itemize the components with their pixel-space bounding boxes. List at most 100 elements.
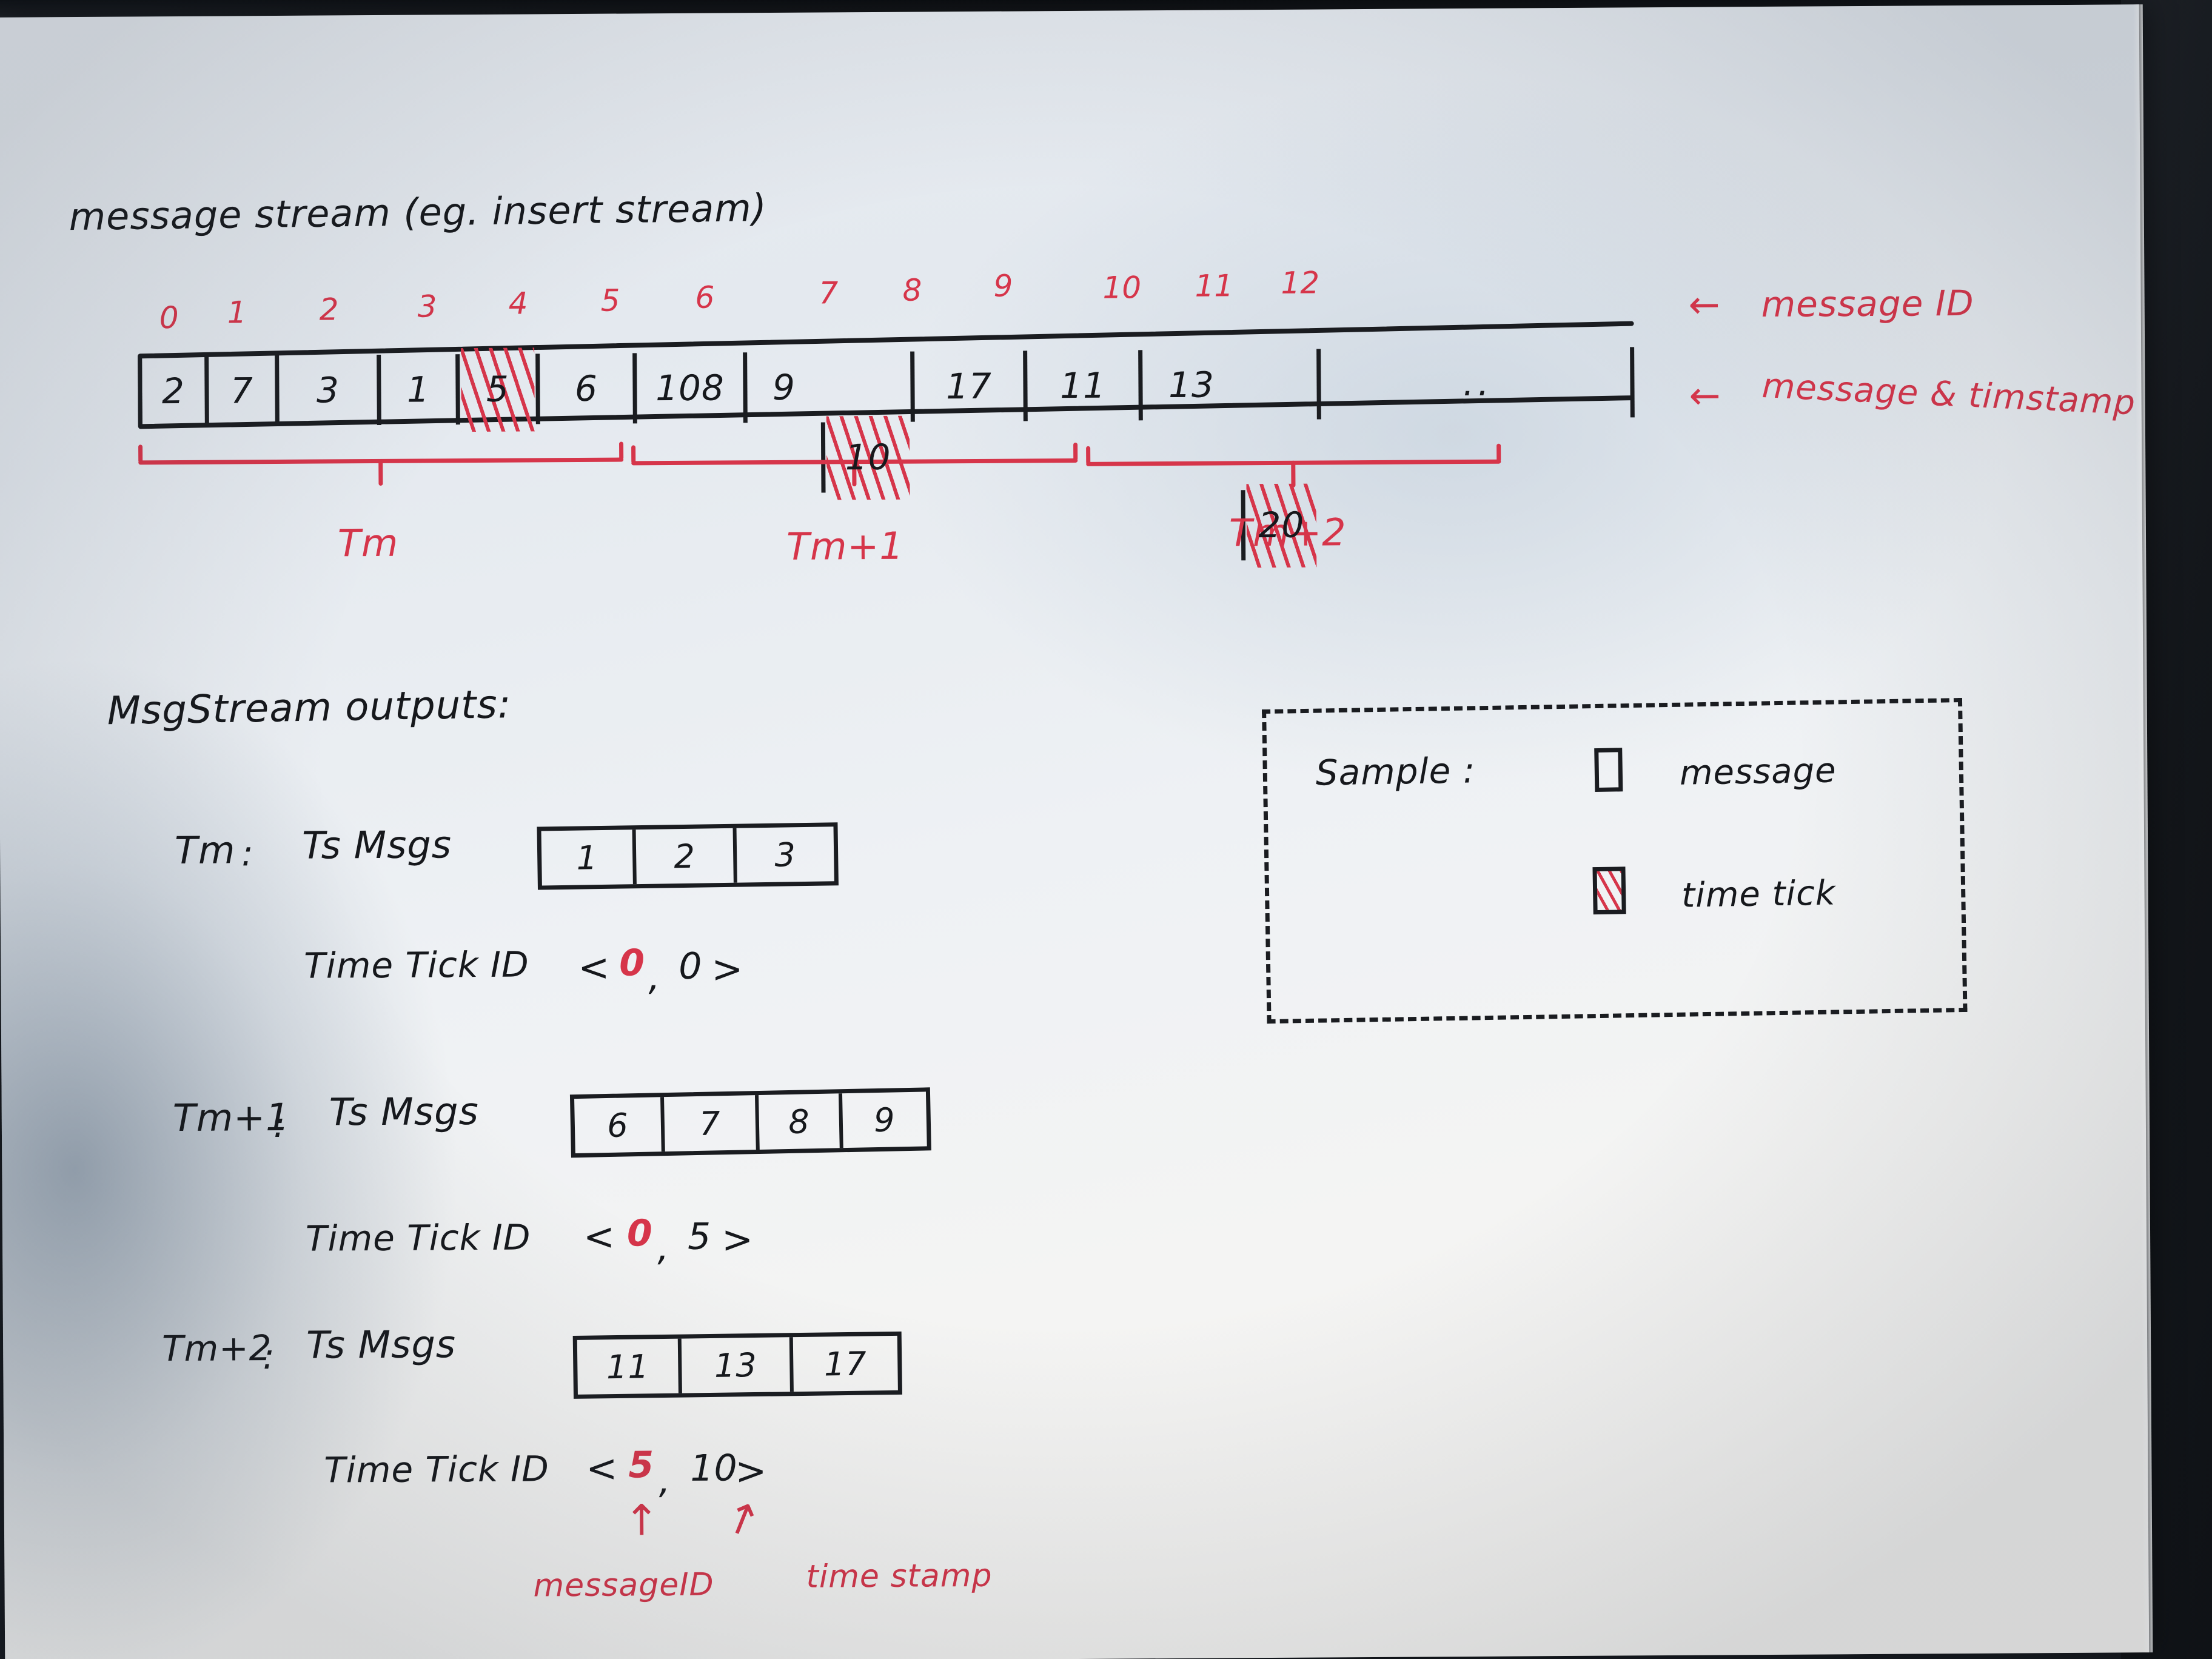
output-group-tm2-tick-id: 5 [628,1444,655,1487]
stream-cell-7: 9 [743,352,821,423]
message-timestamp-annotation: message & timstamp [1761,366,2137,423]
brace-tm2 [1086,443,1501,490]
stream-cell-6: 108 [632,352,743,424]
stream-cell-0: 2 [138,355,205,427]
output-tm2-msg-2: 17 [823,1344,868,1384]
output-tm-msg-cell-2: 3 [732,826,834,883]
output-group-tm1-tick-id: 0 [626,1212,653,1255]
output-group-tm-tick-close: > [711,947,744,991]
message-stream: 0 1 2 3 4 5 6 7 8 9 10 11 12 2 7 3 1 5 6… [138,265,1635,561]
message-swatch-icon [1594,748,1623,793]
stream-cell-9-value: 17 [945,365,993,407]
stream-index-2: 2 [319,292,339,327]
stream-cell-10: 11 [1023,350,1139,421]
output-group-tm1-name: Tm+1 [172,1094,290,1141]
legend-item-timetick-label: time tick [1681,873,1836,916]
messageid-callout-arrow-icon: ↑ [623,1495,660,1546]
stream-index-9: 9 [993,268,1013,304]
brace-tm2-right-tip [1496,443,1501,462]
output-tm1-msg-0: 6 [606,1105,629,1145]
output-group-tm2-msgs-box: 11 13 17 [572,1331,902,1399]
output-tm-msg-1: 2 [674,837,696,876]
output-group-tm-tick-open: < [578,945,611,990]
stream-index-7: 7 [819,275,839,311]
outputs-heading: MsgStream outputs: [107,682,512,734]
stream-cell-2-value: 3 [316,369,340,411]
output-group-tm2-tick-open: < [586,1446,618,1490]
output-group-tm-tick-ts: 0 [679,945,703,988]
output-group-tm-msgs-label: Ts Msgs [301,822,452,868]
output-tm-msg-cell-0: 1 [541,830,633,885]
message-id-annotation: message ID [1761,282,1974,326]
stream-cell-1-value: 7 [230,370,254,412]
stream-index-8: 8 [902,272,922,308]
output-group-tm-tick-label: Time Tick ID [304,943,529,987]
brace-tm1-right-tip [1073,442,1078,461]
page-title: message stream (eg. insert stream) [69,186,768,240]
paper-sheet: message stream (eg. insert stream) 0 1 2… [0,4,2153,1659]
output-tm2-msg-cell-1: 13 [677,1337,790,1393]
stream-index-10: 10 [1102,270,1142,306]
output-group-tm2-tick-comma: , [659,1460,671,1503]
stream-cell-6-value: 108 [655,367,725,409]
stream-cell-5: 6 [535,353,633,424]
output-group-tm1-tick-label: Time Tick ID [305,1216,531,1259]
stream-cell-11: 13 [1138,349,1241,421]
output-tm2-msg-1: 13 [714,1346,758,1385]
stream-index-1: 1 [227,295,247,330]
output-group-tm2-separator: : [263,1336,275,1378]
output-group-tm1-separator: : [273,1104,286,1146]
output-tm1-msg-cell-3: 9 [838,1091,927,1148]
brace-tm-right-tip [619,441,624,460]
stream-index-6: 6 [695,280,715,315]
output-tm1-msg-3: 9 [873,1100,896,1139]
output-tm-msg-0: 1 [576,838,598,877]
stream-cell-7-value: 9 [772,366,796,409]
output-tm1-msg-cell-2: 8 [754,1093,840,1150]
stream-cell-9: 17 [910,350,1024,422]
output-tm2-msg-0: 11 [606,1347,650,1386]
legend-item-message-label: message [1679,751,1837,793]
stream-cell-4-timetick: 5 [455,354,536,425]
stream-cell-2: 3 [275,354,377,426]
messageid-callout-label: messageID [533,1566,714,1604]
stream-cell-4-value: 5 [486,368,510,410]
output-group-tm2-tick-close: > [735,1449,768,1493]
output-tm2-msg-cell-2: 17 [789,1335,898,1392]
message-id-arrow-icon: ← [1688,282,1720,327]
stream-cell-11-value: 13 [1168,364,1215,406]
output-tm1-msg-2: 8 [788,1102,811,1141]
output-group-tm2-tick-ts: 10 [690,1447,738,1490]
stream-cell-ellipsis: .. [1316,347,1635,420]
stream-index-12: 12 [1281,265,1320,301]
output-group-tm1-tick-open: < [583,1214,616,1259]
output-group-tm-separator: : [241,833,254,874]
stream-cell-0-value: 2 [161,370,186,412]
output-group-tm-msgs-box: 1 2 3 [537,822,839,890]
timestamp-callout-label: time stamp [806,1557,993,1595]
output-group-tm-tick-comma: , [648,956,661,999]
stream-index-11: 11 [1195,268,1234,304]
stream-index-4: 4 [508,286,528,321]
timestamp-callout-arrow-icon: ↑ [716,1490,768,1550]
stream-cell-1: 7 [204,355,275,426]
brace-tm2-mid [1291,460,1296,488]
output-group-tm2-tick-label: Time Tick ID [324,1448,549,1491]
output-group-tm1-tick-comma: , [657,1227,670,1270]
stream-index-0: 0 [159,300,179,336]
output-group-tm-tick-id: 0 [619,942,646,985]
time-tick-swatch-icon [1592,866,1626,915]
brace-tm-label: Tm [337,520,399,566]
legend-title: Sample : [1315,749,1476,794]
stream-cell-10-value: 11 [1059,364,1107,407]
stream-cell-12-value: 20 [1258,504,1305,546]
output-tm2-msg-cell-0: 11 [577,1339,679,1395]
output-tm1-msg-1: 7 [699,1104,722,1143]
brace-tm [138,441,624,489]
output-group-tm-name: Tm [174,828,236,873]
stream-ellipsis-value: .. [1463,362,1493,404]
output-tm1-msg-cell-0: 6 [574,1097,662,1153]
brace-tm-mid [378,458,383,486]
stream-cell-3: 1 [377,354,456,425]
